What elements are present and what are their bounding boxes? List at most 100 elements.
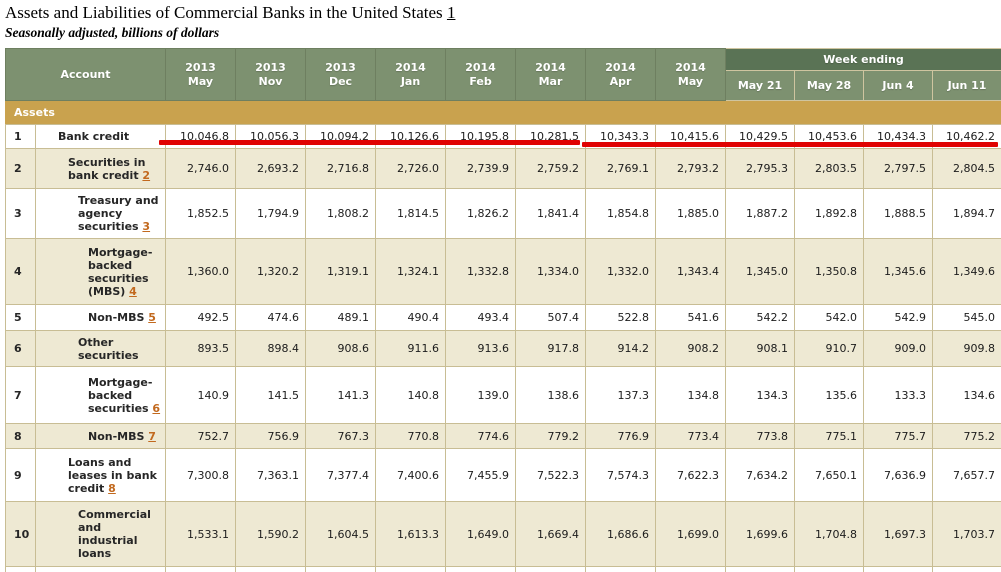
value-cell: 490.4 [375,304,447,331]
value-cell: 1,350.8 [794,238,865,305]
month-column-header: 2014 Jan [375,48,447,101]
value-cell: 7,634.2 [725,448,796,502]
value-cell: 137.3 [585,366,657,424]
row-number: 1 [5,124,36,149]
account-label: Securities in bank credit 2 [34,148,167,189]
week-column-header: May 21 [725,70,796,101]
value-cell: 1,343.4 [655,238,727,305]
value-cell: 2,746.0 [165,148,237,189]
footnote-link[interactable]: 2 [142,168,151,182]
footnote-link[interactable]: 6 [152,401,161,415]
value-cell: 2,795.3 [725,148,796,189]
value-cell: 774.6 [445,423,517,449]
value-cell: 1,887.2 [725,188,796,239]
account-label: Other securities [34,330,167,367]
value-cell: 1,854.8 [585,188,657,239]
value-cell: 1,360.0 [165,238,237,305]
month-column-header: 2013 May [165,48,237,101]
value-cell: 7,574.3 [585,448,657,502]
account-label: Loans and leases in bank credit 8 [34,448,167,502]
week-ending-group-header: Week ending [725,48,1001,71]
value-cell: 773.8 [725,423,796,449]
month-column-header: 2013 Nov [235,48,307,101]
value-cell: 1,345.0 [725,238,796,305]
value-cell: 139.0 [445,366,517,424]
red-underline-annotation [159,140,580,145]
account-label: Mortgage-backed securities (MBS) 4 [34,238,167,305]
value-cell: 1,332.0 [585,238,657,305]
value-cell: 1,892.8 [794,188,865,239]
row-number: 9 [5,448,36,502]
value-cell: 1,332.8 [445,238,517,305]
value-cell: 140.8 [375,366,447,424]
value-cell: 779.2 [515,423,587,449]
table-row: 10 Commercial and industrial loans 1,533… [5,501,1001,567]
value-cell: 2,769.1 [585,148,657,189]
value-cell: 542.9 [863,304,934,331]
value-cell: 7,377.4 [305,448,377,502]
value-cell: 7,522.3 [515,448,587,502]
account-label: Mortgage-backed securities 6 [34,366,167,424]
value-cell: 2,797.5 [863,148,934,189]
account-label: Non-MBS 7 [34,423,167,449]
value-cell: 1,345.6 [863,238,934,305]
value-cell: 138.6 [515,366,587,424]
row-number: 5 [5,304,36,331]
cutoff-row [5,566,1001,572]
value-cell: 522.8 [585,304,657,331]
table-body: Assets 1 Bank credit 10,046.8 10,056.3 10,… [4,100,1001,572]
month-column-header: 2014 Apr [585,48,657,101]
value-cell: 2,716.8 [305,148,377,189]
value-cell: 773.4 [655,423,727,449]
month-column-header: 2014 Feb [445,48,517,101]
value-cell: 1,533.1 [165,501,237,567]
value-cell: 756.9 [235,423,307,449]
value-cell: 134.6 [932,366,1001,424]
value-cell: 1,590.2 [235,501,307,567]
value-cell: 1,704.8 [794,501,865,567]
value-cell: 1,885.0 [655,188,727,239]
value-cell: 1,686.6 [585,501,657,567]
value-cell: 1,703.7 [932,501,1001,567]
footnote-link[interactable]: 7 [148,429,156,443]
value-cell: 2,739.9 [445,148,517,189]
table-row: 8 Non-MBS 7 752.7 756.9 767.3 770.8 774.6 779… [5,423,1001,449]
assets-liabilities-table: Account 2013 May 2013 Nov 2013 Dec 2014 … [4,48,1001,572]
table-row: 2 Securities in bank credit 2 2,746.0 2,6… [5,148,1001,189]
value-cell: 1,324.1 [375,238,447,305]
value-cell: 910.7 [794,330,865,367]
value-cell: 909.0 [863,330,934,367]
footnote-link[interactable]: 5 [148,311,156,324]
value-cell: 1,841.4 [515,188,587,239]
value-cell: 1,613.3 [375,501,447,567]
row-number: 6 [5,330,36,367]
value-cell: 1,334.0 [515,238,587,305]
footnote-link[interactable]: 4 [129,284,137,298]
row-number: 4 [5,238,36,305]
value-cell: 493.4 [445,304,517,331]
value-cell: 775.7 [863,423,934,449]
section-row-assets: Assets [4,100,1001,125]
table-header: Account 2013 May 2013 Nov 2013 Dec 2014 … [4,48,1001,101]
value-cell: 1,604.5 [305,501,377,567]
value-cell: 908.6 [305,330,377,367]
value-cell: 507.4 [515,304,587,331]
account-label: Non-MBS 5 [34,304,167,331]
value-cell: 776.9 [585,423,657,449]
title-footnote-link[interactable]: 1 [446,3,456,22]
value-cell: 2,726.0 [375,148,447,189]
account-column-header: Account [4,48,167,101]
value-cell: 2,804.5 [932,148,1001,189]
footnote-link[interactable]: 8 [108,481,116,495]
footnote-link[interactable]: 3 [142,220,151,233]
value-cell: 1,320.2 [235,238,307,305]
value-cell: 752.7 [165,423,237,449]
row-number: 10 [5,501,36,567]
value-cell: 542.0 [794,304,865,331]
value-cell: 7,300.8 [165,448,237,502]
value-cell: 2,693.2 [235,148,307,189]
table-row: 3 Treasury and agency securities 3 1,852… [5,188,1001,239]
table-row: 7 Mortgage-backed securities 6 140.9 141.… [5,366,1001,424]
row-number: 2 [5,148,36,189]
value-cell: 1,808.2 [305,188,377,239]
